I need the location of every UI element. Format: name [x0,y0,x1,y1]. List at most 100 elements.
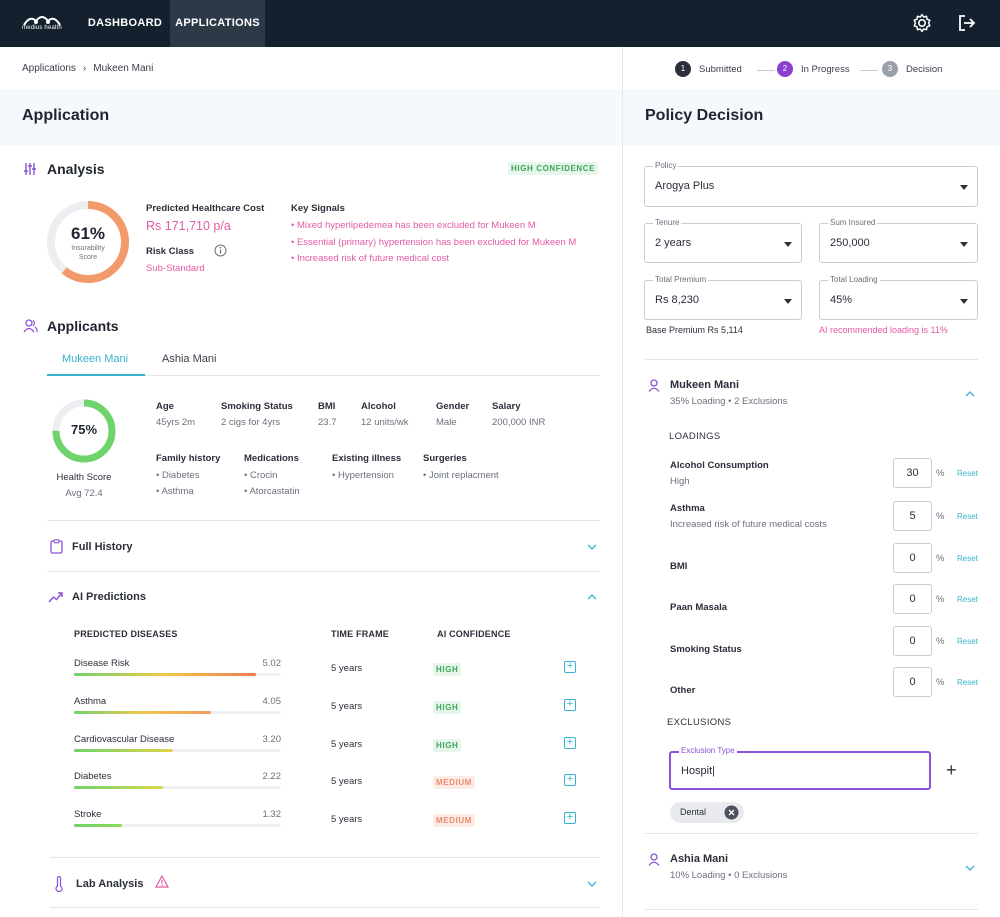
chevron-down-icon[interactable] [587,544,597,550]
reset-link[interactable]: Reset [957,637,978,646]
loading-input[interactable]: 0 [893,584,932,614]
gear-icon[interactable] [911,12,933,34]
sum-insured-select[interactable]: Sum Insured 250,000 [819,218,978,263]
users-icon [23,319,38,333]
key-signals-label: Key Signals [291,203,345,214]
step-label: In Progress [801,64,850,75]
logout-icon[interactable] [956,12,978,34]
signal-item: • Mixed hyperlipedemea has been excluded… [291,220,536,231]
step-decision: 3 Decision [882,61,942,79]
caret-down-icon [960,299,968,304]
reset-link[interactable]: Reset [957,554,978,563]
reset-link[interactable]: Reset [957,469,978,478]
divider [47,571,600,572]
total-loading-label: Total Loading [828,275,880,284]
loading-sublabel: Increased risk of future medical costs [670,519,827,530]
loading-input[interactable]: 0 [893,543,932,573]
medication-item: • Crocin [244,470,278,481]
tab-mukeen-mani[interactable]: Mukeen Mani [62,353,129,365]
add-icon[interactable]: + [564,774,576,786]
total-premium-select[interactable]: Total Premium Rs 8,230 [644,275,802,320]
percent-symbol: % [936,511,945,522]
percent-symbol: % [936,553,945,564]
loading-input[interactable]: 0 [893,667,932,697]
age-label: Age [156,401,174,412]
breadcrumb-root[interactable]: Applications [22,63,76,74]
family-history-item: • Diabetes [156,470,200,481]
add-icon[interactable]: + [564,812,576,824]
caret-down-icon [960,185,968,190]
age-value: 45yrs 2m [156,417,196,428]
medius-logo-icon[interactable] [22,11,64,33]
predicted-diseases-header: PREDICTED DISEASES [74,629,178,639]
lab-analysis-title[interactable]: Lab Analysis [76,878,144,890]
time-frame: 5 years [331,814,363,825]
add-exclusion-button[interactable]: + [946,760,957,780]
risk-bar-fill [74,786,163,789]
reset-link[interactable]: Reset [957,595,978,604]
loading-label: Paan Masala [670,602,728,613]
reset-link[interactable]: Reset [957,678,978,687]
total-loading-select[interactable]: Total Loading 45% [819,275,978,320]
add-icon[interactable]: + [564,661,576,673]
loading-input[interactable]: 0 [893,626,932,656]
nav-tab-applications[interactable]: APPLICATIONS [170,0,265,47]
policy-label: Policy [653,161,679,170]
step-number: 1 [675,61,691,78]
chevron-down-icon[interactable] [587,881,597,887]
active-tab-indicator [47,374,145,376]
chevron-up-icon[interactable] [965,391,975,397]
exclusion-chip-label: Dental [680,807,707,817]
tab-ashia-mani[interactable]: Ashia Mani [162,353,217,365]
chevron-down-icon[interactable] [965,865,975,871]
risk-class-value: Sub-Standard [146,263,205,274]
insurability-score-label: Insurability [71,245,105,252]
confidence-badge: MEDIUM [433,776,476,789]
total-premium-value: Rs 8,230 [655,294,700,306]
insurability-gauge [47,201,129,283]
exclusion-type-input[interactable]: Exclusion Type Hospit| [669,746,931,790]
warning-icon [155,875,169,888]
full-history-title[interactable]: Full History [72,541,133,553]
chevron-up-icon[interactable] [587,594,597,600]
sum-insured-value: 250,000 [830,237,870,249]
tenure-select[interactable]: Tenure 2 years [644,218,802,263]
add-icon[interactable]: + [564,737,576,749]
info-icon[interactable] [214,244,227,257]
disease-score: 3.20 [262,734,282,745]
total-loading-value: 45% [830,294,853,306]
exclusion-type-label: Exclusion Type [679,746,737,755]
applicant-summary: 35% Loading • 2 Exclusions [670,396,788,407]
risk-bar-track [74,673,281,676]
breadcrumb-current: Mukeen Mani [93,63,154,74]
medications-label: Medications [244,453,299,464]
reset-link[interactable]: Reset [957,512,978,521]
nav-tab-dashboard[interactable]: DASHBOARD [87,17,163,29]
exclusion-chip: Dental [670,802,744,823]
policy-select[interactable]: Policy Arogya Plus [644,161,978,207]
close-icon[interactable] [724,805,739,820]
add-icon[interactable]: + [564,699,576,711]
loading-input[interactable]: 30 [893,458,932,488]
loading-input[interactable]: 5 [893,501,932,531]
health-score-value: 75% [70,422,98,437]
policy-value: Arogya Plus [655,180,715,192]
confidence-badge: HIGH CONFIDENCE [508,162,599,175]
risk-bar-fill [74,824,122,827]
ai-predictions-title[interactable]: AI Predictions [72,591,146,603]
signal-item: • Essential (primary) hypertension has b… [291,237,577,248]
thermometer-icon [55,876,63,892]
chevron-right-icon: › [82,63,87,74]
divider [50,907,600,908]
disease-name: Diabetes [74,771,112,782]
user-icon [648,853,660,866]
risk-class-label: Risk Class [146,246,195,257]
loading-label: BMI [670,561,688,572]
loading-label: Alcohol Consumption [670,460,769,471]
ai-confidence-header: AI CONFIDENCE [437,629,511,639]
health-score-avg: Avg 72.4 [65,488,103,499]
exclusions-title: EXCLUSIONS [667,717,732,728]
percent-symbol: % [936,468,945,479]
salary-label: Salary [492,401,521,412]
disease-score: 5.02 [262,658,282,669]
